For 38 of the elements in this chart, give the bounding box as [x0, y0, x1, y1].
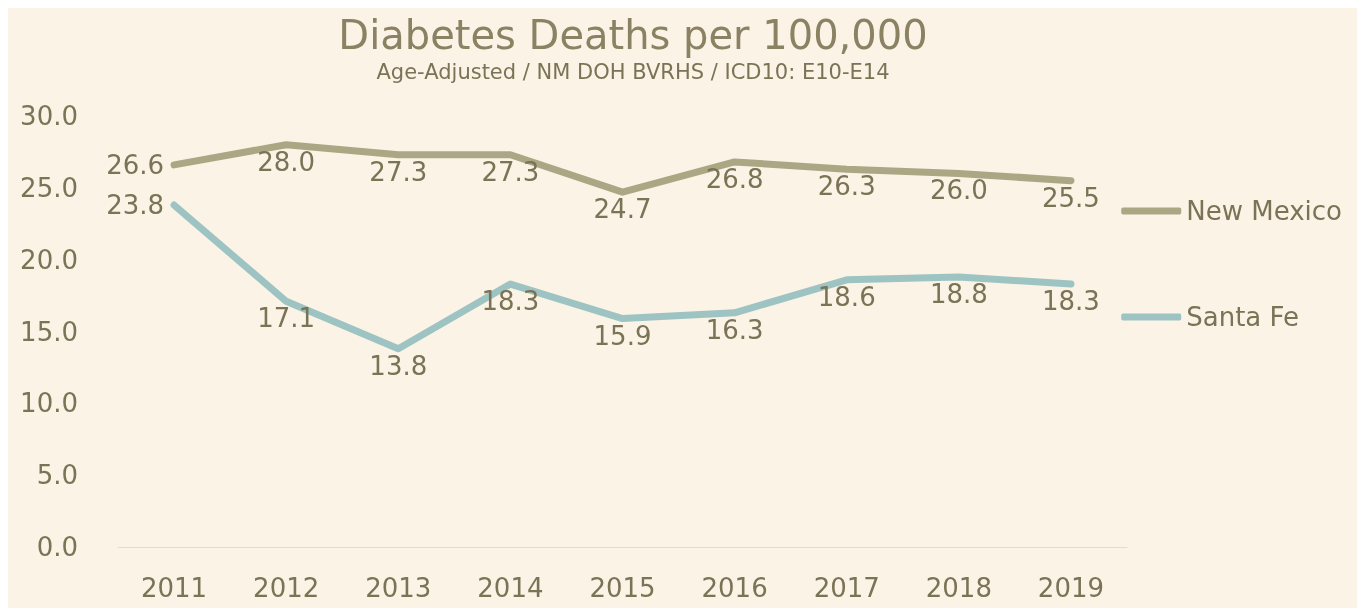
- legend-label: New Mexico: [1186, 196, 1343, 226]
- x-tick-label: 2011: [140, 573, 208, 603]
- x-tick-label: 2015: [589, 573, 656, 603]
- data-label: 13.8: [369, 350, 428, 381]
- data-label: 18.3: [1042, 286, 1100, 317]
- data-label: 26.8: [705, 163, 764, 194]
- data-label: 26.3: [817, 171, 876, 202]
- x-tick-label: 2014: [477, 573, 544, 603]
- y-tick-label: 20.0: [20, 244, 78, 275]
- data-label: 18.3: [481, 286, 540, 317]
- data-label: 16.3: [705, 314, 764, 345]
- y-tick-label: 25.0: [20, 172, 78, 203]
- data-label: 15.9: [593, 320, 652, 351]
- data-label: 18.6: [817, 281, 876, 312]
- data-label: 18.8: [929, 278, 988, 309]
- y-tick-label: 10.0: [20, 388, 78, 419]
- y-tick-label: 30.0: [20, 101, 78, 131]
- data-label: 28.0: [257, 146, 316, 177]
- chart-subtitle: Age-Adjusted / NM DOH BVRHS / ICD10: E10-E14: [376, 59, 890, 84]
- x-tick-label: 2017: [813, 573, 880, 603]
- data-label: 27.3: [369, 156, 428, 187]
- data-label: 26.6: [106, 149, 165, 180]
- x-tick-label: 2012: [253, 573, 320, 603]
- data-label: 25.5: [1042, 182, 1100, 213]
- y-tick-label: 0.0: [36, 532, 78, 562]
- x-tick-label: 2018: [925, 573, 992, 603]
- x-tick-label: 2013: [365, 573, 432, 603]
- data-label: 17.1: [257, 303, 316, 334]
- legend-label: Santa Fe: [1186, 302, 1300, 332]
- y-tick-label: 15.0: [20, 316, 78, 347]
- data-label: 24.7: [593, 194, 652, 225]
- data-label: 26.0: [929, 175, 988, 206]
- chart-title: Diabetes Deaths per 100,000: [338, 12, 928, 58]
- x-tick-label: 2016: [701, 573, 768, 603]
- x-tick-label: 2019: [1037, 573, 1105, 603]
- y-tick-label: 5.0: [36, 460, 78, 491]
- data-label: 23.8: [106, 190, 165, 221]
- data-label: 27.3: [481, 156, 540, 187]
